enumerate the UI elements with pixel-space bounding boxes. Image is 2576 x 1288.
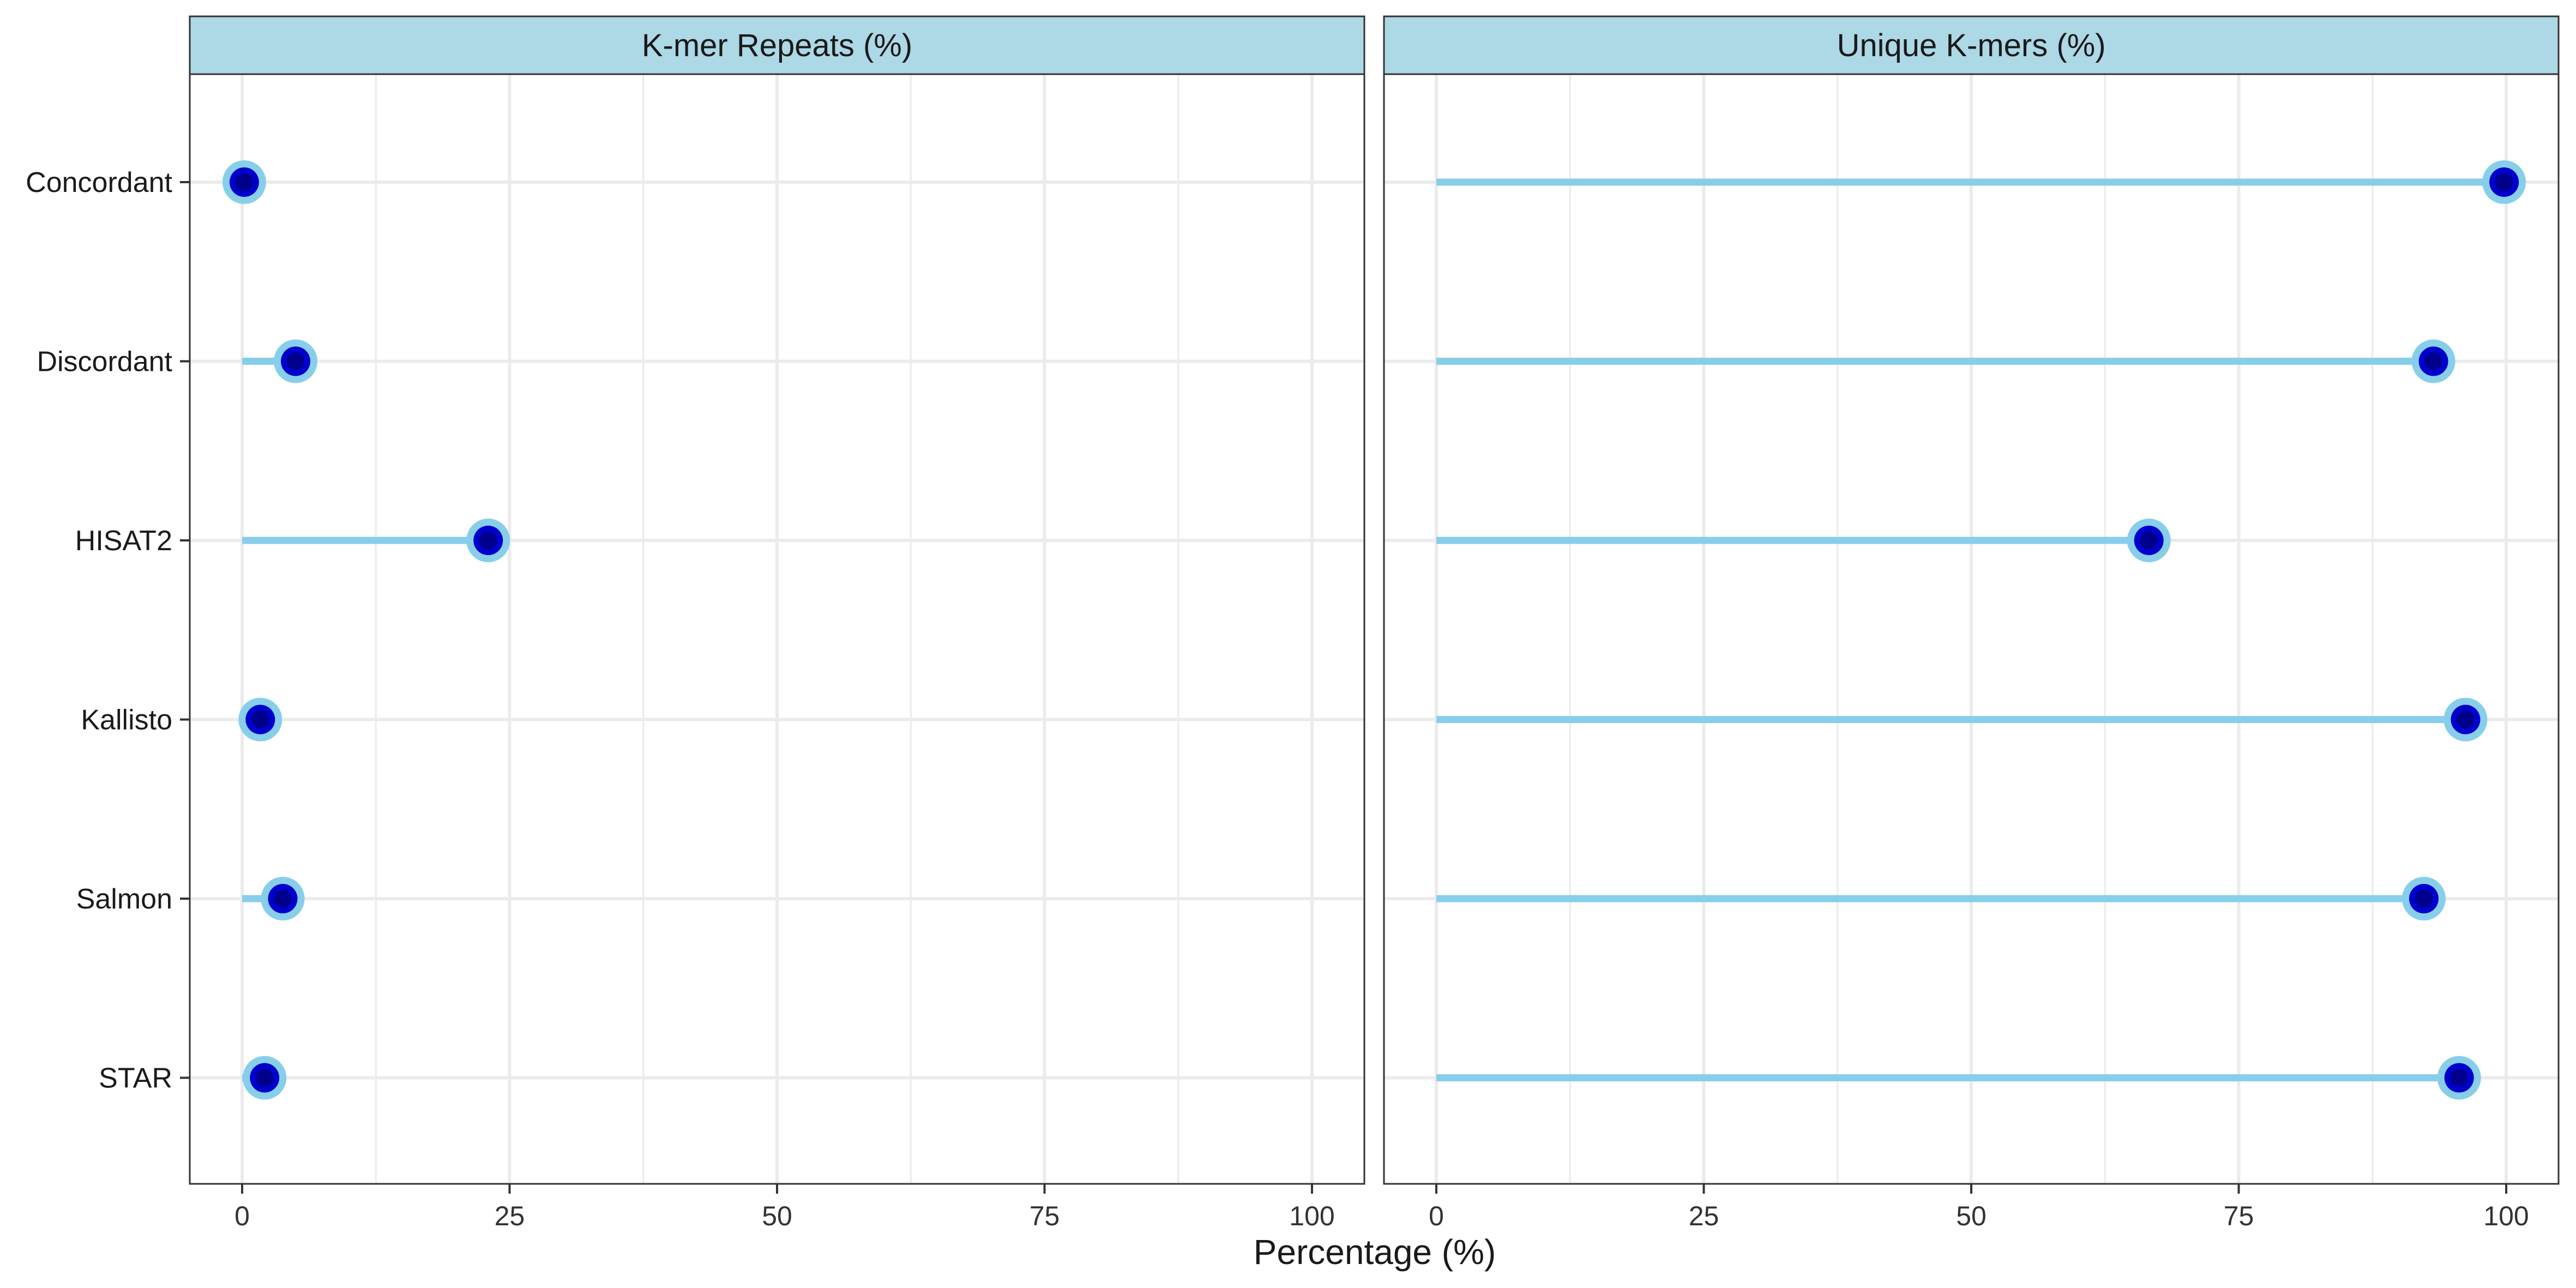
lollipop-kallisto [1436,697,2488,742]
point-inner [2424,352,2442,370]
point-inner [287,352,305,370]
facet-strip [189,15,1365,75]
lollipop-salmon [1436,877,2446,920]
category-label: Kallisto [81,705,172,736]
lollipop-hisat2 [242,519,510,562]
point-inner [2140,532,2158,549]
point-inner [479,532,497,549]
lollipop-salmon [242,877,305,920]
lollipop-star [242,1056,287,1100]
facet-title: K-mer Repeats (%) [642,28,912,63]
category-label: Concordant [26,167,172,198]
lollipop-discordant [1436,339,2455,383]
x-tick-label: 25 [1689,1201,1719,1231]
x-tick-label: 50 [762,1201,792,1231]
x-tick-label: 100 [2483,1201,2529,1231]
panel-1: K-mer Repeats (%) 0 25 50 75 100 Concordant Dis… [26,15,1365,1231]
point-inner [2457,711,2475,729]
x-tick-label: 0 [1429,1201,1444,1231]
point-inner [251,711,269,729]
point-inner [256,1069,274,1087]
x-tick-label: 50 [1956,1201,1987,1231]
lollipop-hisat2 [1436,519,2171,562]
lollipop-kallisto [238,697,282,742]
x-axis-title: Percentage (%) [1254,1232,1496,1272]
facet-title: Unique K-mers (%) [1837,28,2105,63]
x-tick-label: 0 [234,1201,250,1231]
category-label: Salmon [76,883,172,915]
x-tick-label: 75 [1030,1201,1060,1231]
panel-2: Unique K-mers (%) 0 25 50 75 100 [1383,15,2560,1231]
facet-strip [1383,15,2560,75]
x-tick-label: 100 [1289,1201,1334,1231]
category-label: HISAT2 [75,525,172,557]
x-tick-label: 75 [2224,1201,2254,1231]
lollipop-star [1436,1056,2481,1100]
lollipop-concordant [1436,160,2526,204]
lollipop-discordant [242,339,318,383]
point-inner [2450,1069,2468,1087]
point-inner [2415,890,2433,907]
category-label: STAR [99,1063,172,1094]
lollipop-concordant [222,160,266,204]
x-tick-label: 25 [495,1201,525,1231]
point-inner [235,173,253,191]
panels: K-mer Repeats (%) 0 25 50 75 100 Concordant Dis… [26,15,2560,1231]
category-label: Discordant [37,346,172,378]
point-inner [274,890,292,907]
point-inner [2495,173,2513,191]
